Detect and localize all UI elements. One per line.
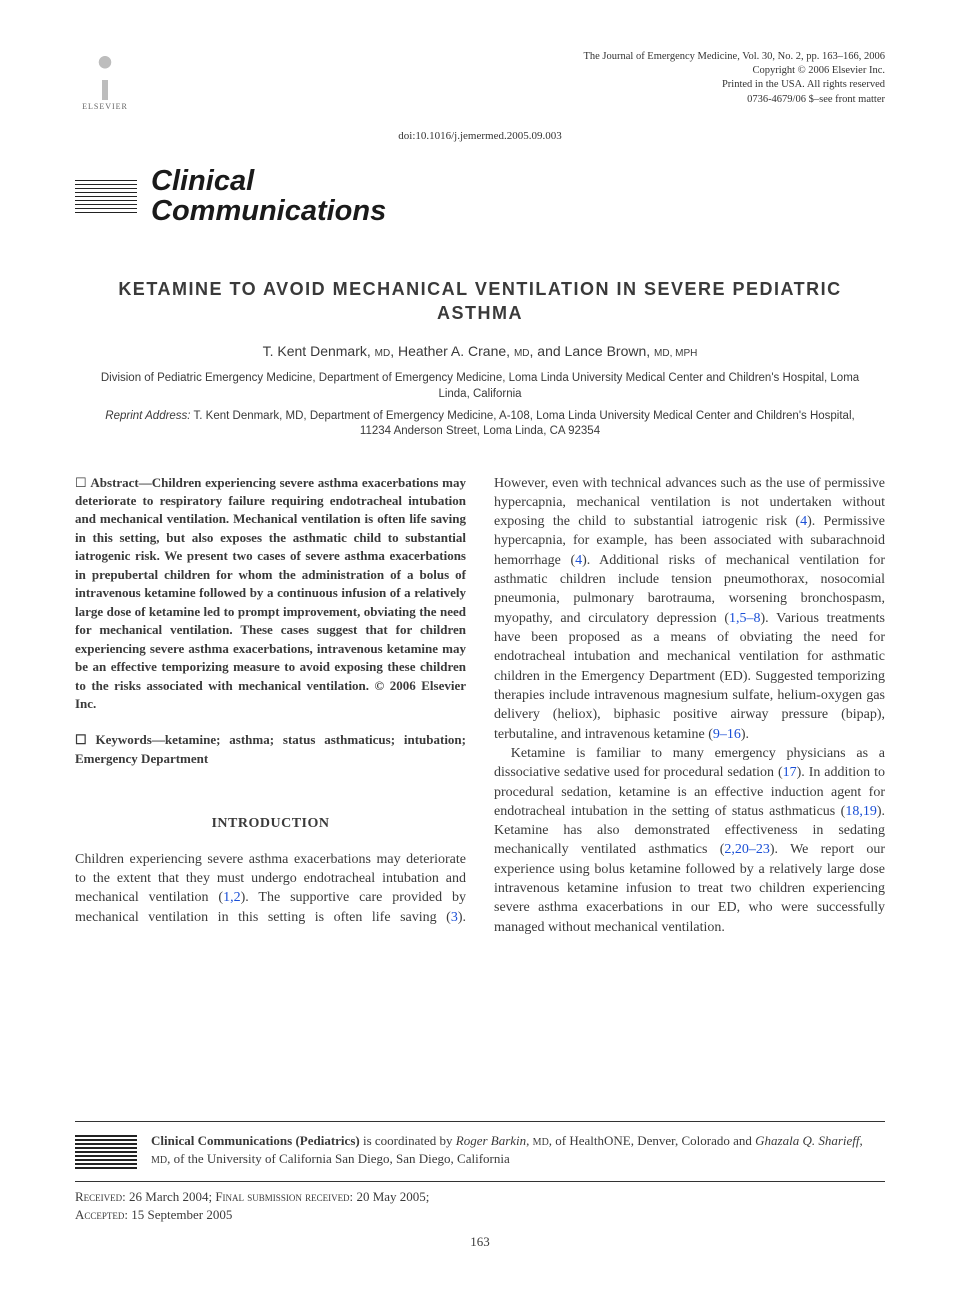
checkbox-icon: ☐	[75, 732, 96, 747]
ref-link[interactable]: 1,2	[223, 890, 241, 905]
accepted-date: 15 September 2005	[128, 1207, 232, 1222]
publisher-name: ELSEVIER	[82, 102, 128, 111]
journal-issn: 0736-4679/06 $–see front matter	[583, 93, 885, 107]
introduction-heading: INTRODUCTION	[75, 814, 466, 833]
coord-editor-2-degree: MD	[151, 1155, 167, 1166]
affiliation: Division of Pediatric Emergency Medicine…	[95, 371, 865, 402]
abstract: ☐ Abstract—Children experiencing severe …	[75, 474, 466, 714]
publisher-logo: ELSEVIER	[75, 50, 135, 120]
coordinator-text: Clinical Communications (Pediatrics) is …	[151, 1132, 885, 1168]
checkbox-icon: ☐	[75, 475, 90, 490]
received-label: Received:	[75, 1189, 126, 1204]
reprint-address: Reprint Address: T. Kent Denmark, MD, De…	[95, 409, 865, 440]
footer: Clinical Communications (Pediatrics) is …	[75, 1121, 885, 1250]
ref-link[interactable]: 1,5–8	[729, 611, 761, 626]
coord-editor-1: Roger Barkin	[456, 1133, 526, 1148]
accepted-label: Accepted:	[75, 1207, 128, 1222]
coordinator-row: Clinical Communications (Pediatrics) is …	[75, 1121, 885, 1181]
dates: Received: 26 March 2004; Final submissio…	[75, 1181, 885, 1224]
keywords: ☐ Keywords—ketamine; asthma; status asth…	[75, 731, 466, 768]
banner-lines-icon	[75, 1132, 137, 1169]
final-date: 20 May 2005;	[353, 1189, 429, 1204]
keywords-label: Keywords—	[96, 732, 165, 747]
abstract-label: Abstract—	[90, 475, 151, 490]
intro-paragraph-2: Ketamine is familiar to many emergency p…	[494, 744, 885, 937]
coord-label: Clinical Communications (Pediatrics)	[151, 1133, 360, 1148]
journal-printed: Printed in the USA. All rights reserved	[583, 78, 885, 92]
final-label: Final submission received:	[215, 1189, 353, 1204]
received-date: 26 March 2004;	[126, 1189, 216, 1204]
reprint-label: Reprint Address:	[105, 410, 190, 422]
banner-title-line2: Communications	[151, 196, 386, 226]
banner-lines-icon	[75, 180, 137, 214]
header-row: ELSEVIER The Journal of Emergency Medici…	[75, 50, 885, 120]
coord-editor-2: Ghazala Q. Sharieff	[755, 1133, 859, 1148]
doi: doi:10.1016/j.jemermed.2005.09.003	[75, 130, 885, 142]
authors: T. Kent Denmark, MD, Heather A. Crane, M…	[75, 343, 885, 359]
banner-title-line1: Clinical	[151, 166, 386, 196]
ref-link[interactable]: 18,19	[845, 804, 877, 819]
section-banner: Clinical Communications	[75, 166, 885, 227]
ref-link[interactable]: 3	[451, 910, 458, 925]
elsevier-tree-icon	[80, 50, 130, 100]
reprint-text: T. Kent Denmark, MD, Department of Emerg…	[194, 410, 855, 438]
ref-link[interactable]: 2,20–23	[724, 842, 770, 857]
journal-copyright: Copyright © 2006 Elsevier Inc.	[583, 64, 885, 78]
banner-title: Clinical Communications	[151, 166, 386, 227]
journal-citation: The Journal of Emergency Medicine, Vol. …	[583, 50, 885, 64]
abstract-text: Children experiencing severe asthma exac…	[75, 475, 466, 711]
journal-meta: The Journal of Emergency Medicine, Vol. …	[583, 50, 885, 107]
ref-link[interactable]: 9–16	[713, 727, 741, 742]
article-title: KETAMINE TO AVOID MECHANICAL VENTILATION…	[105, 277, 855, 326]
coord-editor-1-degree: MD	[533, 1137, 549, 1148]
page-number: 163	[75, 1234, 885, 1250]
body-columns: ☐ Abstract—Children experiencing severe …	[75, 474, 885, 938]
ref-link[interactable]: 17	[783, 765, 797, 780]
